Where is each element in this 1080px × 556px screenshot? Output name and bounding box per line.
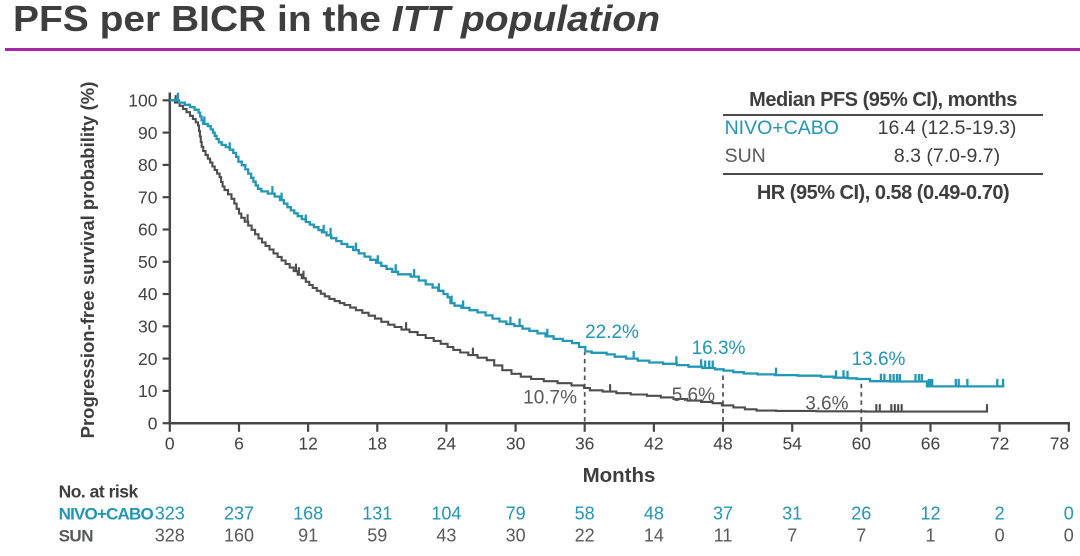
- svg-text:0: 0: [1064, 504, 1074, 524]
- svg-text:48: 48: [713, 434, 732, 454]
- svg-text:No. at risk: No. at risk: [59, 481, 139, 501]
- svg-text:24: 24: [437, 434, 457, 454]
- svg-text:37: 37: [713, 504, 733, 524]
- svg-text:0: 0: [165, 434, 175, 454]
- svg-text:6: 6: [234, 434, 244, 454]
- svg-text:323: 323: [155, 504, 185, 524]
- svg-text:30: 30: [138, 317, 158, 337]
- svg-text:7: 7: [856, 526, 866, 546]
- svg-text:78: 78: [1050, 434, 1069, 454]
- svg-text:11: 11: [714, 526, 733, 546]
- svg-text:30: 30: [506, 526, 526, 546]
- svg-text:60: 60: [852, 434, 872, 454]
- svg-text:26: 26: [851, 504, 871, 524]
- svg-text:66: 66: [921, 434, 940, 454]
- svg-text:Months: Months: [583, 464, 656, 487]
- svg-text:SUN: SUN: [59, 527, 94, 546]
- svg-text:36: 36: [575, 434, 594, 454]
- svg-text:22: 22: [575, 526, 595, 546]
- svg-text:168: 168: [293, 504, 323, 524]
- svg-text:237: 237: [224, 504, 254, 524]
- svg-text:22.2%: 22.2%: [585, 322, 639, 343]
- svg-text:91: 91: [298, 526, 318, 546]
- svg-text:48: 48: [644, 504, 664, 524]
- svg-text:30: 30: [506, 434, 526, 454]
- svg-text:0: 0: [148, 413, 158, 433]
- svg-text:50: 50: [138, 252, 158, 272]
- svg-text:31: 31: [782, 504, 802, 524]
- svg-text:80: 80: [138, 155, 158, 175]
- svg-text:42: 42: [644, 434, 663, 454]
- svg-text:10.7%: 10.7%: [523, 388, 577, 409]
- svg-text:58: 58: [575, 504, 595, 524]
- svg-text:0: 0: [1064, 526, 1074, 546]
- svg-text:14: 14: [644, 526, 664, 546]
- svg-text:328: 328: [155, 526, 185, 546]
- svg-text:5.6%: 5.6%: [672, 385, 715, 406]
- svg-text:100: 100: [128, 91, 157, 111]
- svg-text:2: 2: [995, 504, 1005, 524]
- svg-text:59: 59: [367, 526, 387, 546]
- svg-text:NIVO+CABO: NIVO+CABO: [59, 505, 154, 524]
- svg-text:72: 72: [990, 434, 1009, 454]
- svg-text:12: 12: [298, 434, 317, 454]
- svg-text:12: 12: [920, 504, 940, 524]
- svg-text:104: 104: [431, 504, 461, 524]
- svg-text:7: 7: [787, 526, 797, 546]
- svg-text:16.3%: 16.3%: [692, 338, 746, 359]
- svg-text:3.6%: 3.6%: [805, 394, 848, 415]
- svg-text:18: 18: [368, 434, 387, 454]
- svg-text:10: 10: [138, 381, 158, 401]
- svg-text:40: 40: [138, 284, 158, 304]
- svg-text:20: 20: [138, 349, 158, 369]
- svg-text:90: 90: [138, 123, 158, 143]
- svg-text:60: 60: [138, 220, 158, 240]
- svg-text:70: 70: [138, 187, 158, 207]
- svg-text:1: 1: [925, 526, 935, 546]
- svg-text:0: 0: [995, 526, 1005, 546]
- svg-text:Progression-free survival prob: Progression-free survival probability (%…: [77, 82, 98, 439]
- svg-text:54: 54: [782, 434, 802, 454]
- svg-text:43: 43: [436, 526, 456, 546]
- svg-text:13.6%: 13.6%: [852, 349, 906, 370]
- svg-text:160: 160: [224, 526, 254, 546]
- svg-text:79: 79: [506, 504, 526, 524]
- svg-text:131: 131: [362, 504, 392, 524]
